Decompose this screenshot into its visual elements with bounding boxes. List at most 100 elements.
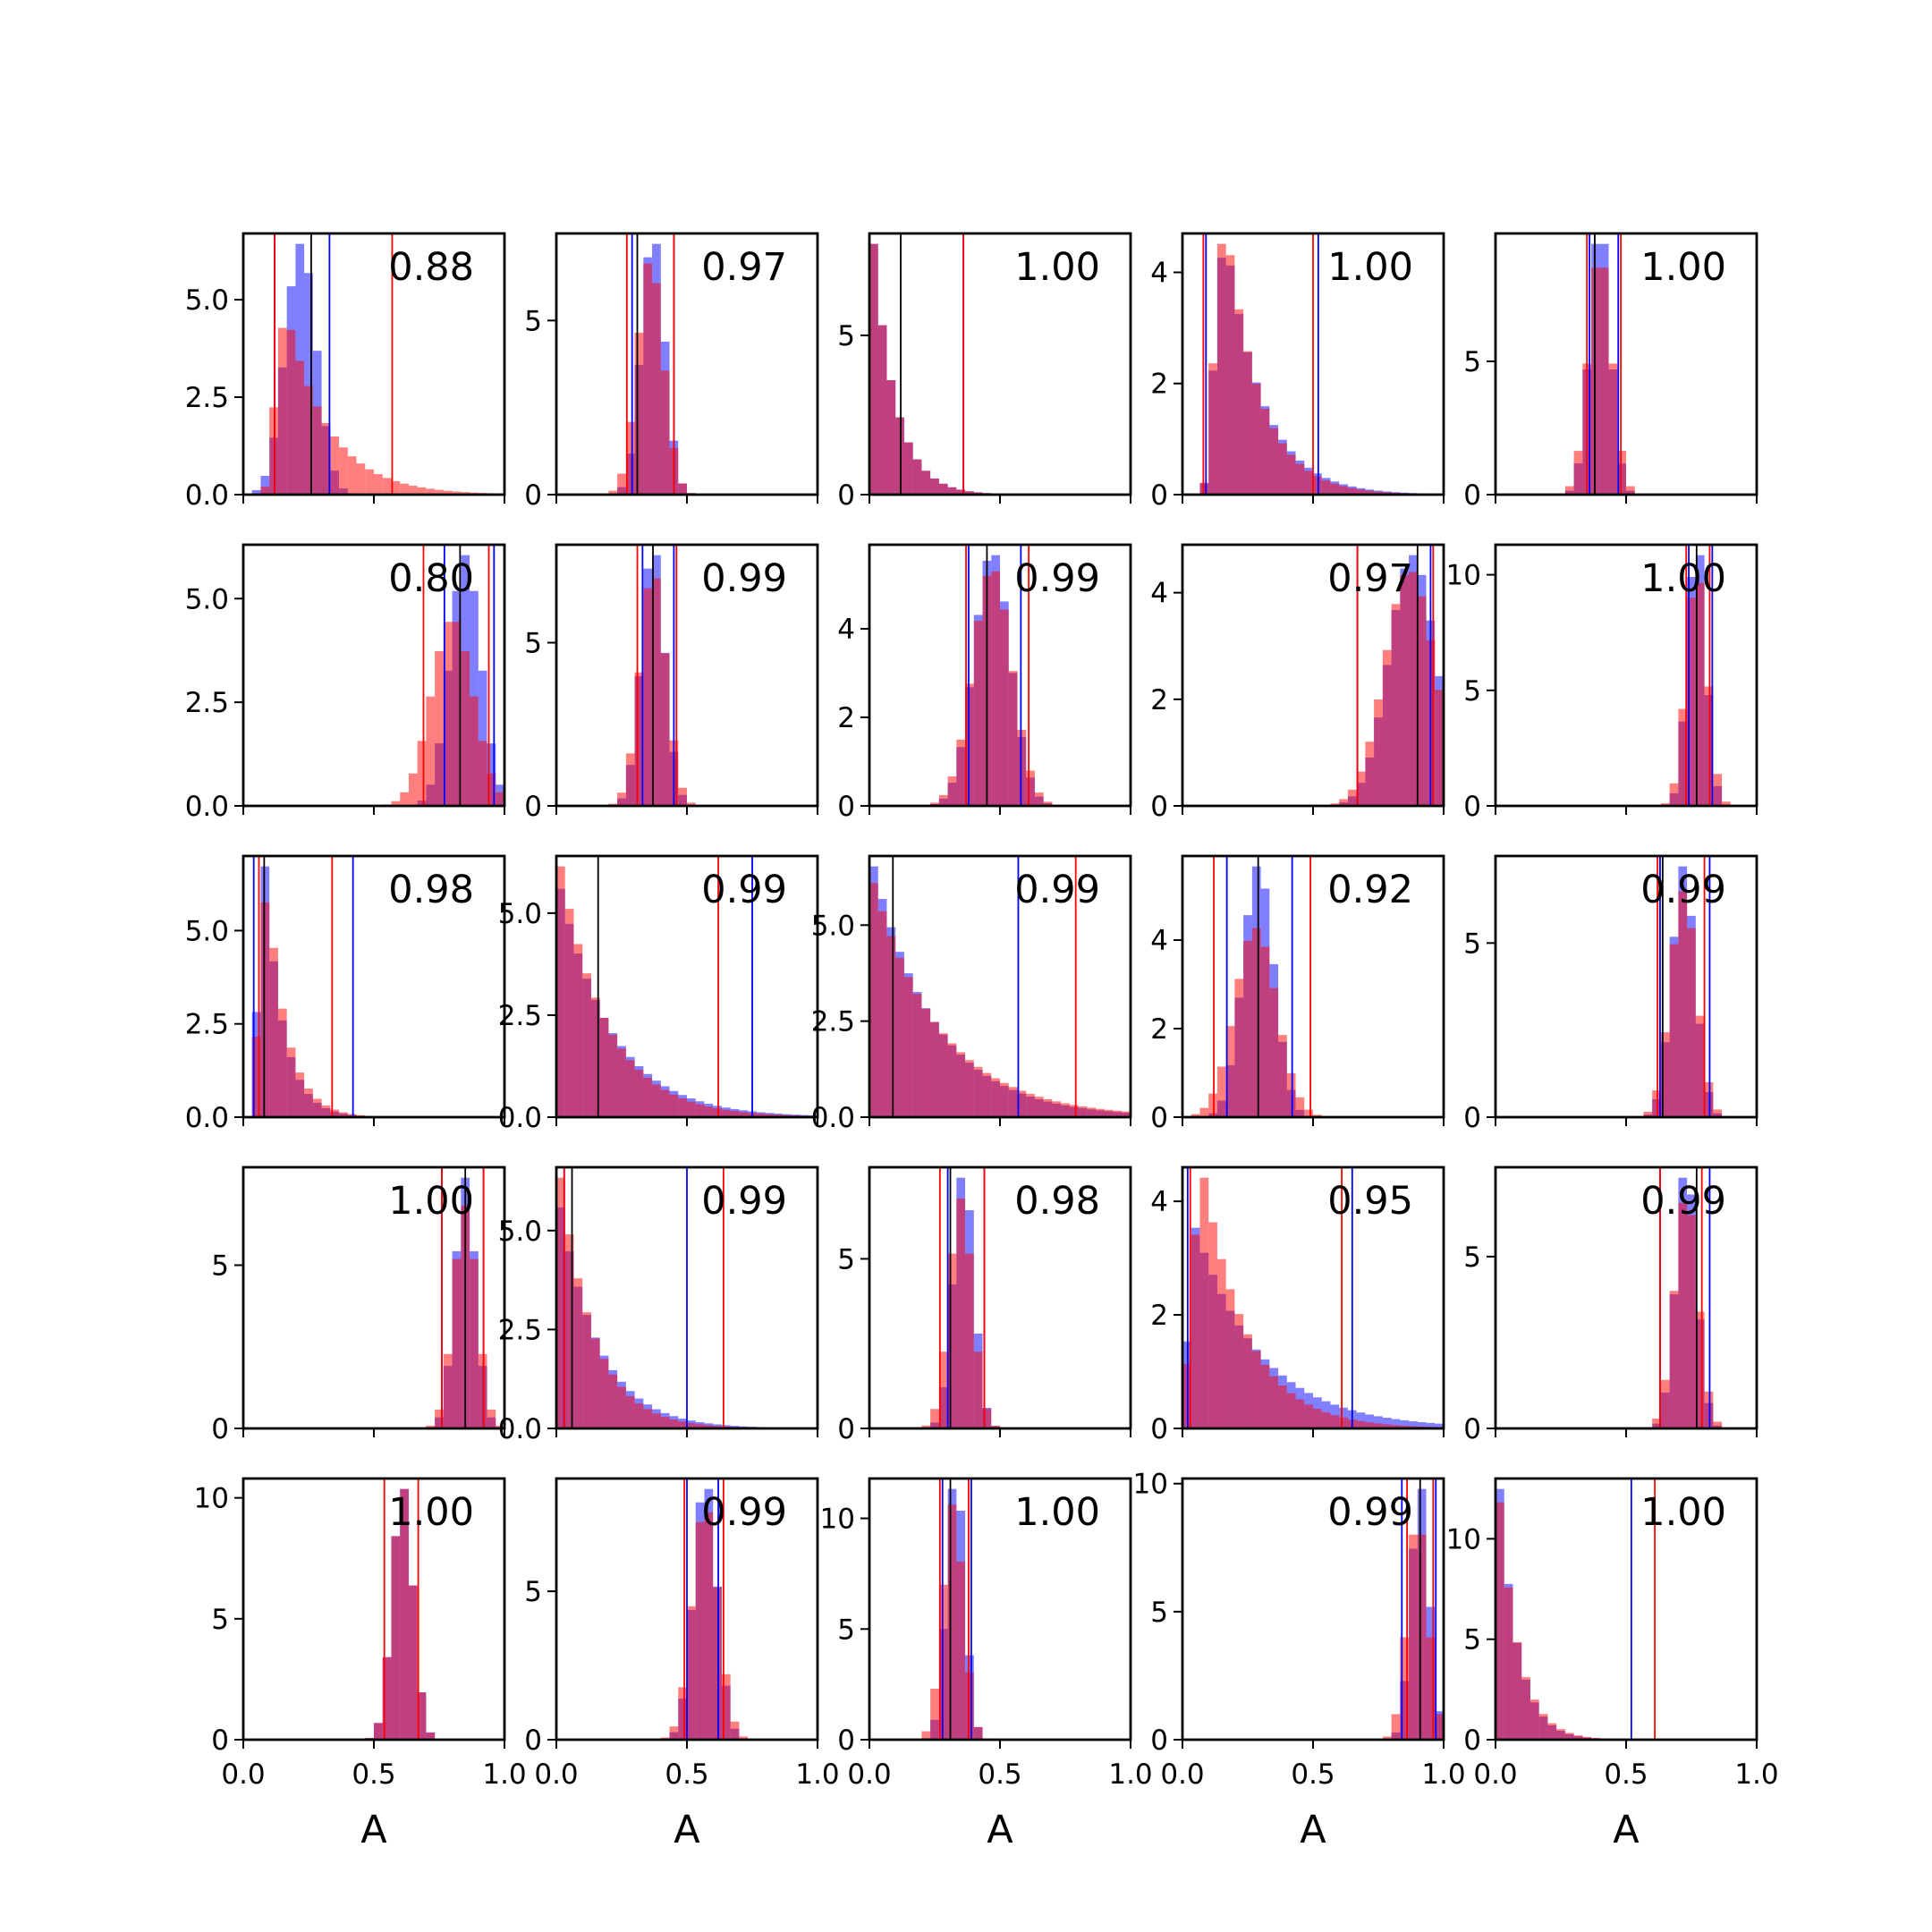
- red-histogram-bar: [965, 491, 974, 495]
- y-tick-label: 4: [1150, 578, 1168, 610]
- y-tick-label: 5: [1463, 1241, 1481, 1274]
- plot-area: [660, 1479, 749, 1740]
- red-histogram-bar: [496, 792, 504, 806]
- red-histogram-bar: [1225, 1026, 1235, 1117]
- red-histogram-bar: [1417, 1534, 1427, 1740]
- red-histogram-bar: [417, 1692, 427, 1740]
- red-histogram-bar: [1295, 1399, 1305, 1428]
- y-tick-label: 0: [837, 479, 855, 512]
- red-histogram-bar: [1339, 799, 1348, 806]
- red-histogram-bar: [730, 1721, 740, 1740]
- red-histogram-bar: [1391, 1425, 1401, 1428]
- panel-annotation: 0.97: [1327, 556, 1413, 601]
- red-histogram-bar: [1330, 1415, 1340, 1428]
- y-tick-label: 5.0: [498, 1216, 542, 1248]
- red-histogram-bar: [461, 651, 470, 806]
- red-histogram-bar: [461, 492, 470, 495]
- red-histogram-bar: [1652, 1418, 1661, 1428]
- red-histogram-bar: [1435, 690, 1444, 806]
- red-histogram-bar: [1660, 1032, 1670, 1117]
- y-tick-label: 0.0: [811, 1102, 855, 1134]
- panel-annotation: 0.99: [701, 1490, 787, 1535]
- red-histogram-bar: [886, 936, 896, 1117]
- red-histogram-bar: [1026, 1093, 1035, 1117]
- red-histogram-bar: [938, 1352, 948, 1428]
- red-histogram-bar: [452, 1258, 462, 1428]
- blue-histogram-bar: [1409, 1421, 1418, 1428]
- red-histogram-bar: [608, 1034, 618, 1117]
- red-histogram-bar: [1278, 443, 1287, 495]
- panel-annotation: 0.99: [701, 1179, 787, 1224]
- red-histogram-bar: [643, 1078, 653, 1117]
- x-axis-label: A: [1300, 1808, 1326, 1852]
- x-axis-label: A: [674, 1808, 700, 1852]
- red-histogram-bar: [277, 327, 287, 495]
- red-histogram-bar: [435, 1409, 444, 1428]
- panel-annotation: 0.99: [1014, 868, 1100, 912]
- red-histogram-bar: [1347, 789, 1357, 806]
- blue-histogram-bar: [1435, 1423, 1444, 1428]
- y-tick-label: 5: [1463, 346, 1481, 378]
- red-histogram-bar: [608, 490, 618, 495]
- red-histogram-bar: [487, 773, 496, 806]
- red-histogram-bar: [1530, 1699, 1539, 1740]
- red-histogram-bar: [1295, 1097, 1305, 1117]
- red-histogram-bar: [687, 1101, 696, 1117]
- red-histogram-bar: [1722, 801, 1731, 806]
- red-histogram-bar: [1243, 351, 1252, 495]
- red-histogram-bar: [1599, 267, 1609, 495]
- red-histogram-bar: [426, 1732, 436, 1740]
- red-histogram-bar: [669, 1726, 679, 1740]
- red-histogram-bar: [965, 1253, 974, 1428]
- red-histogram-bar: [391, 801, 401, 806]
- red-histogram-bar: [687, 1423, 696, 1428]
- y-tick-label: 5.0: [185, 583, 229, 615]
- panel-annotation: 0.95: [1327, 1179, 1413, 1224]
- red-histogram-bar: [304, 1089, 313, 1117]
- red-histogram-bar: [678, 1098, 687, 1117]
- red-histogram-bar: [1243, 1334, 1252, 1428]
- plot-area: [1643, 1167, 1723, 1428]
- red-histogram-bar: [590, 997, 600, 1117]
- red-histogram-bar: [643, 588, 653, 806]
- red-histogram-bar: [1078, 1106, 1088, 1117]
- red-histogram-bar: [956, 1561, 966, 1740]
- y-tick-label: 5: [837, 1243, 855, 1275]
- red-histogram-bar: [391, 480, 401, 495]
- red-histogram-bar: [1400, 1637, 1410, 1740]
- x-tick-label: 0.5: [665, 1758, 708, 1791]
- red-histogram-bar: [956, 1198, 966, 1428]
- red-histogram-bar: [1365, 490, 1375, 495]
- red-histogram-bar: [1191, 1114, 1200, 1117]
- red-histogram-bar: [634, 672, 644, 806]
- plot-area: [382, 545, 504, 806]
- red-histogram-bar: [1573, 451, 1583, 495]
- y-tick-label: 0: [1150, 1413, 1168, 1445]
- blue-histogram-bar: [1356, 1412, 1366, 1428]
- red-histogram-bar: [938, 1033, 948, 1117]
- red-histogram-bar: [1400, 574, 1410, 806]
- blue-histogram-bar: [260, 476, 270, 495]
- histogram-panel: 0 2 4 0.99: [837, 543, 1132, 823]
- red-histogram-bar: [652, 1084, 661, 1117]
- red-histogram-bar: [435, 489, 444, 495]
- red-histogram-bar: [573, 1278, 583, 1428]
- histogram-panel: 0.0 2.5 5.0 0.98: [185, 854, 506, 1134]
- red-histogram-bar: [947, 1253, 957, 1428]
- histogram-panel: 0 5 10 0.0 0.5 1.0 1.00 A: [194, 1477, 527, 1852]
- red-histogram-bar: [903, 442, 913, 495]
- y-tick-label: 5: [211, 1604, 229, 1636]
- panel-annotation: 0.99: [1640, 868, 1726, 912]
- y-tick-label: 5: [1150, 1597, 1168, 1629]
- y-tick-label: 0: [211, 1724, 229, 1757]
- red-histogram-bar: [869, 243, 878, 495]
- red-histogram-bar: [739, 1736, 749, 1740]
- panel-annotation: 1.00: [1640, 1490, 1726, 1535]
- red-histogram-bar: [660, 1417, 670, 1428]
- red-histogram-bar: [408, 486, 418, 495]
- red-histogram-bar: [1017, 729, 1027, 806]
- panel-annotation: 0.98: [388, 868, 474, 912]
- red-histogram-bar: [1643, 1111, 1653, 1117]
- panel-annotation: 0.99: [1327, 1490, 1413, 1535]
- x-tick-label: 0.5: [352, 1758, 395, 1791]
